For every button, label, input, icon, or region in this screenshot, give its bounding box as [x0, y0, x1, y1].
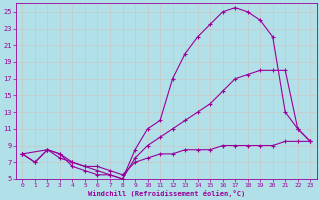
X-axis label: Windchill (Refroidissement éolien,°C): Windchill (Refroidissement éolien,°C) [88, 190, 245, 197]
